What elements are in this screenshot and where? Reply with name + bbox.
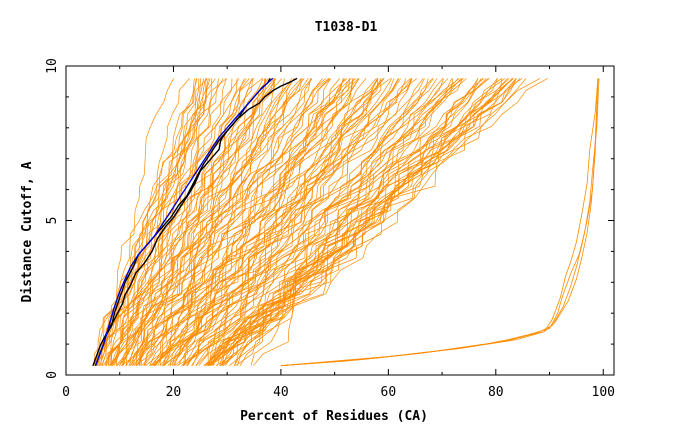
model-curve	[208, 78, 548, 366]
model-curve	[172, 78, 382, 366]
model-curve	[169, 78, 418, 366]
model-curve	[99, 78, 212, 366]
model-curve	[163, 78, 354, 366]
highlight-curve	[92, 77, 298, 366]
model-curve	[93, 78, 175, 366]
model-curve	[161, 78, 412, 366]
model-curve	[177, 78, 433, 366]
y-axis-label: Distance Cutoff, A	[20, 161, 35, 302]
highlight-curve	[94, 77, 274, 366]
model-curve	[111, 78, 263, 366]
model-curve	[149, 78, 351, 366]
model-curve	[129, 78, 295, 366]
model-curve	[169, 78, 399, 366]
x-tick-label: 60	[381, 385, 397, 400]
outlier-curve	[280, 78, 600, 367]
model-curve	[140, 78, 360, 366]
y-tick-label: 0	[45, 371, 60, 379]
model-curve	[235, 78, 527, 366]
model-curve	[207, 78, 514, 366]
model-curve	[207, 78, 541, 366]
model-curve	[154, 78, 385, 366]
model-curve	[205, 78, 429, 366]
model-curve	[207, 78, 485, 366]
model-curve	[94, 78, 190, 366]
model-curve	[207, 78, 479, 366]
model-curve	[212, 78, 467, 366]
model-curve	[222, 78, 508, 366]
outlier-curve	[280, 78, 599, 367]
x-tick-label: 40	[273, 385, 289, 400]
x-tick-label: 0	[62, 385, 70, 400]
y-tick-label: 10	[45, 58, 60, 74]
model-curve	[186, 78, 438, 366]
model-curve	[110, 78, 253, 366]
model-curve	[126, 78, 283, 366]
model-curve	[139, 78, 348, 366]
model-curve	[210, 78, 523, 366]
series-layer	[92, 77, 600, 367]
model-curve	[182, 78, 411, 366]
model-curve	[212, 78, 517, 366]
model-curve	[207, 78, 521, 366]
model-curve	[195, 78, 444, 366]
model-curve	[184, 78, 384, 366]
model-curve	[186, 78, 445, 366]
model-curve	[107, 78, 233, 366]
x-tick-label: 80	[488, 385, 504, 400]
model-curve	[136, 78, 323, 366]
model-curve	[135, 78, 313, 366]
model-curve	[223, 78, 464, 366]
model-curve	[220, 78, 463, 366]
model-curve	[101, 78, 195, 366]
model-curve	[152, 78, 353, 366]
chart-title: T1038-D1	[315, 20, 378, 35]
x-tick-label: 20	[166, 385, 182, 400]
model-curve	[187, 78, 453, 366]
model-curve	[253, 78, 517, 366]
model-curve	[149, 78, 330, 366]
model-curve	[222, 78, 510, 366]
model-curve	[128, 78, 302, 366]
model-curve	[161, 78, 425, 366]
model-curve	[122, 78, 277, 366]
model-curve	[162, 78, 407, 366]
model-curve	[115, 78, 275, 366]
model-curve	[115, 78, 255, 366]
model-curve	[109, 78, 250, 366]
axes-layer: 0 20 40 60 80 100 0 5 10	[45, 58, 615, 400]
model-curve	[143, 78, 351, 366]
model-curve	[125, 78, 275, 366]
x-axis-label: Percent of Residues (CA)	[240, 409, 428, 424]
y-tick-label: 5	[45, 217, 60, 225]
model-curve	[101, 78, 224, 366]
model-curve	[129, 78, 331, 366]
model-curve	[121, 78, 293, 366]
model-curve	[100, 78, 206, 366]
x-tick-label: 100	[592, 385, 615, 400]
model-curve	[110, 78, 245, 366]
model-curve	[222, 78, 449, 366]
model-curve	[203, 78, 514, 366]
model-curve	[229, 78, 484, 366]
model-curve	[163, 78, 378, 366]
model-curve	[208, 78, 424, 366]
